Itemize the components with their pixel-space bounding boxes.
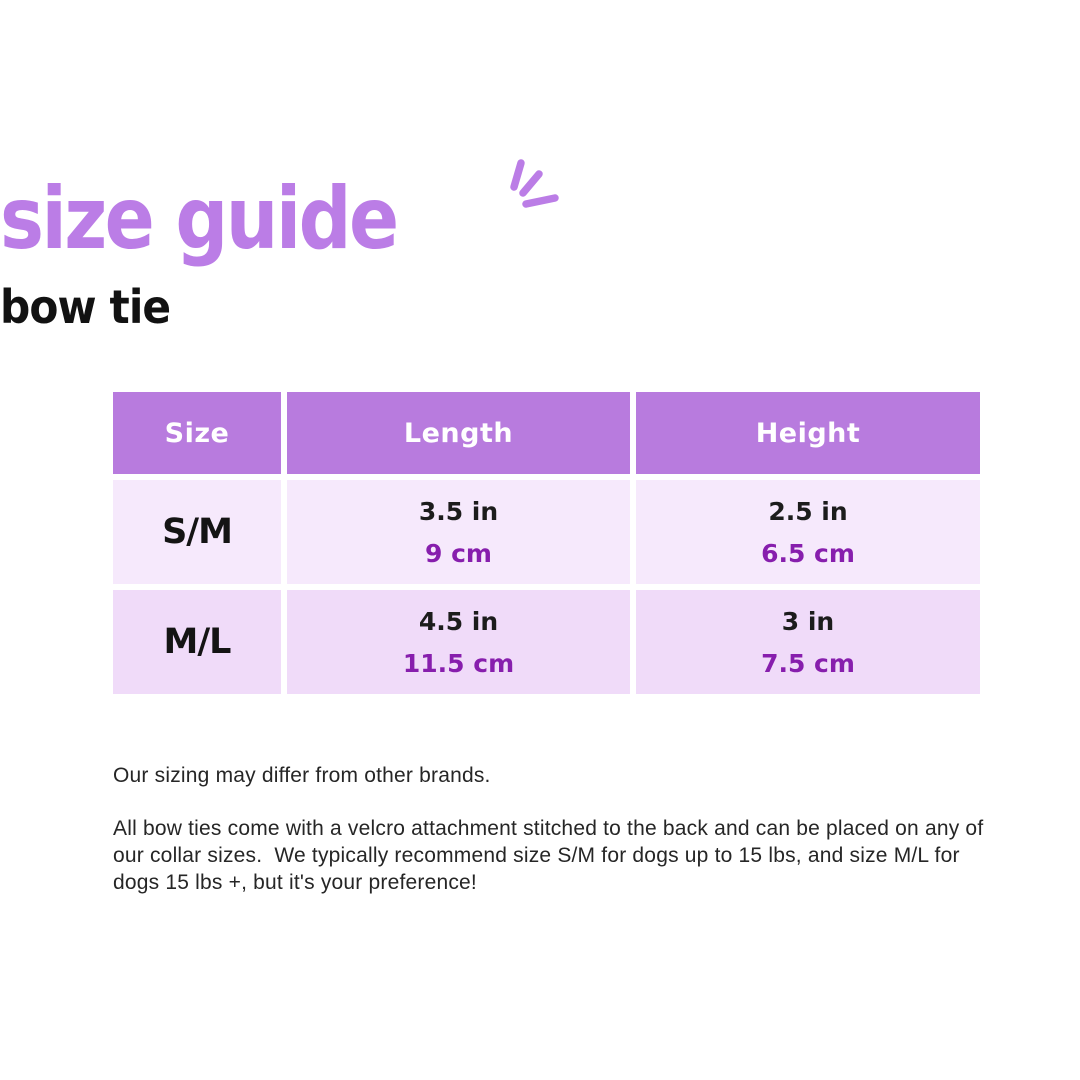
size-table: Size Length Height S/M 3.5 in 9 cm 2.5 i… <box>113 392 980 694</box>
column-header-size: Size <box>113 392 281 474</box>
length-cm-value: 11.5 cm <box>402 648 515 678</box>
page-subtitle: bow tie <box>0 280 171 334</box>
length-inches-value: 4.5 in <box>418 606 499 636</box>
sizing-note: Our sizing may differ from other brands. <box>113 764 491 787</box>
table-row-sm-height: 2.5 in 6.5 cm <box>636 480 980 584</box>
table-row-sm-length: 3.5 in 9 cm <box>287 480 630 584</box>
table-row-ml-size-label: M/L <box>113 590 281 694</box>
table-row-sm-size-label: S/M <box>113 480 281 584</box>
height-inches-value: 3 in <box>781 606 835 636</box>
column-header-length: Length <box>287 392 630 474</box>
height-cm-value: 6.5 cm <box>761 538 855 568</box>
height-inches-value: 2.5 in <box>768 496 848 526</box>
sparkle-dashes-icon <box>506 157 562 218</box>
page-title: size guide <box>0 169 399 269</box>
table-row-ml-height: 3 in 7.5 cm <box>636 590 980 694</box>
length-cm-value: 9 cm <box>425 538 492 568</box>
table-row-ml-length: 4.5 in 11.5 cm <box>287 590 630 694</box>
column-header-height: Height <box>636 392 980 474</box>
height-cm-value: 7.5 cm <box>761 648 855 678</box>
length-inches-value: 3.5 in <box>418 496 499 526</box>
details-note: All bow ties come with a velcro attachme… <box>113 817 990 894</box>
